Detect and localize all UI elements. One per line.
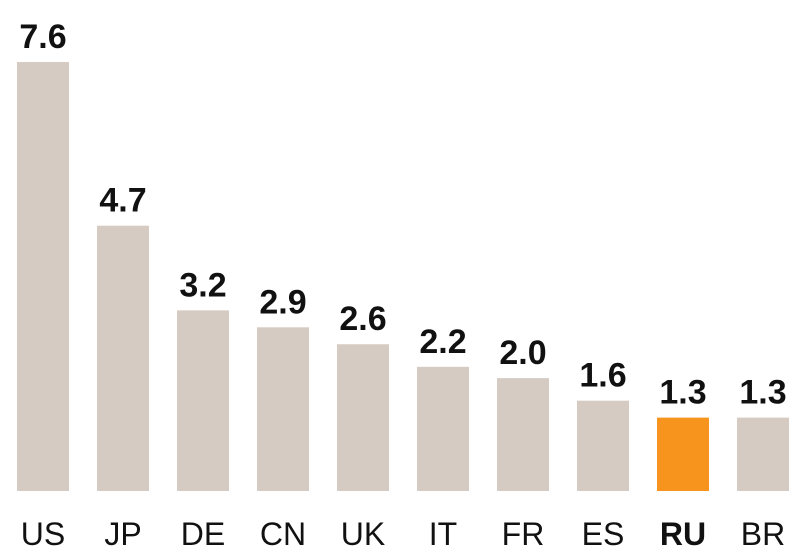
value-label: 1.3 <box>659 374 706 412</box>
value-label: 1.6 <box>579 357 626 395</box>
x-tick-label: IT <box>429 516 457 552</box>
value-label: 4.7 <box>99 182 146 220</box>
x-tick-label: CN <box>260 516 306 552</box>
x-tick-label: ES <box>582 516 625 552</box>
bar <box>257 327 309 491</box>
x-tick-label: US <box>21 516 65 552</box>
x-tick-label: DE <box>181 516 225 552</box>
bar <box>17 62 69 491</box>
x-tick-label: JP <box>104 516 141 552</box>
bar <box>577 400 629 491</box>
bar <box>657 417 709 491</box>
value-label: 7.6 <box>19 18 66 56</box>
bar <box>417 366 469 491</box>
value-label: 3.2 <box>179 266 226 304</box>
bar <box>177 310 229 491</box>
x-tick-label: UK <box>341 516 385 552</box>
value-label: 1.3 <box>739 374 786 412</box>
bar <box>497 378 549 491</box>
value-label: 2.6 <box>339 300 386 338</box>
x-tick-label: FR <box>502 516 545 552</box>
bar <box>337 344 389 491</box>
x-tick-label: BR <box>741 516 785 552</box>
bar <box>97 225 149 491</box>
x-tick-label: RU <box>660 516 706 552</box>
value-label: 2.0 <box>499 334 546 372</box>
value-label: 2.9 <box>259 283 306 321</box>
value-label: 2.2 <box>419 323 466 361</box>
bar <box>737 417 789 491</box>
